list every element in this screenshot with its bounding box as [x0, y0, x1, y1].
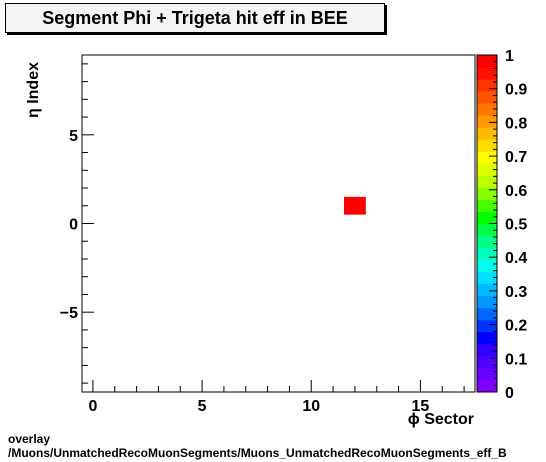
color-scale-label: 0.5	[505, 217, 527, 234]
color-scale-label: 0.6	[505, 183, 527, 200]
y-tick-label: −5	[60, 305, 78, 322]
color-scale-label: 0.3	[505, 284, 527, 301]
color-scale-band	[477, 355, 497, 369]
plot-area	[81, 54, 476, 393]
color-scale-band	[477, 367, 497, 381]
color-scale-band	[477, 271, 497, 285]
y-axis-title: η Index	[25, 62, 42, 118]
footer-path: /Muons/UnmatchedRecoMuonSegments/Muons_U…	[8, 446, 507, 460]
color-scale-band	[477, 247, 497, 261]
color-scale-label: 0.9	[505, 82, 527, 99]
y-tick-label: 5	[69, 128, 78, 145]
x-axis-title: ϕ Sector	[408, 411, 474, 428]
color-scale-band	[477, 55, 497, 68]
footer-overlay: overlay	[8, 432, 51, 446]
color-scale-band	[477, 211, 497, 224]
color-scale-band	[477, 379, 497, 393]
y-axis: −5 0 5	[60, 63, 94, 384]
x-tick-label: 10	[302, 398, 320, 415]
heatmap-cells	[344, 196, 366, 215]
color-scale-band	[477, 187, 497, 200]
color-scale-band	[477, 151, 497, 164]
color-scale-band	[477, 343, 497, 357]
color-scale-band	[477, 103, 497, 116]
color-scale-band	[477, 139, 497, 152]
color-scale-label: 0.4	[505, 250, 527, 267]
color-scale-band	[477, 331, 497, 345]
color-scale-band	[477, 67, 497, 80]
x-tick-label: 15	[412, 398, 430, 415]
color-scale-band	[477, 259, 497, 273]
color-scale-band	[477, 295, 497, 309]
color-scale-label: 0.7	[505, 149, 527, 166]
color-scale-band	[477, 91, 497, 104]
color-scale-band	[477, 235, 497, 249]
color-scale-band	[477, 199, 497, 212]
x-tick-label: 5	[198, 398, 207, 415]
color-scale-band	[477, 127, 497, 140]
color-scale-band	[477, 307, 497, 321]
chart-title: Segment Phi + Trigeta hit eff in BEE	[5, 3, 385, 33]
heatmap-cell	[344, 196, 366, 215]
color-scale-label: 0.8	[505, 115, 527, 132]
color-scale-band	[477, 115, 497, 128]
x-tick-label: 0	[88, 398, 97, 415]
color-scale-band	[477, 283, 497, 297]
color-scale-band	[477, 175, 497, 188]
plot-frame	[81, 54, 476, 393]
color-scale-label: 1	[505, 48, 514, 65]
color-scale-label: 0	[505, 385, 514, 402]
color-scale-label: 0.2	[505, 318, 527, 335]
color-scale-band	[477, 79, 497, 92]
color-scale-label: 0.1	[505, 351, 527, 368]
color-scale: 0 0.1 0.2 0.3 0.4 0.5 0.6 0.7 0.8 0.9 1	[476, 48, 527, 402]
color-scale-band	[477, 163, 497, 176]
x-axis: 0 5 10 15	[88, 380, 465, 415]
color-scale-band	[477, 319, 497, 333]
color-scale-band	[477, 223, 497, 237]
y-tick-label: 0	[69, 217, 78, 234]
